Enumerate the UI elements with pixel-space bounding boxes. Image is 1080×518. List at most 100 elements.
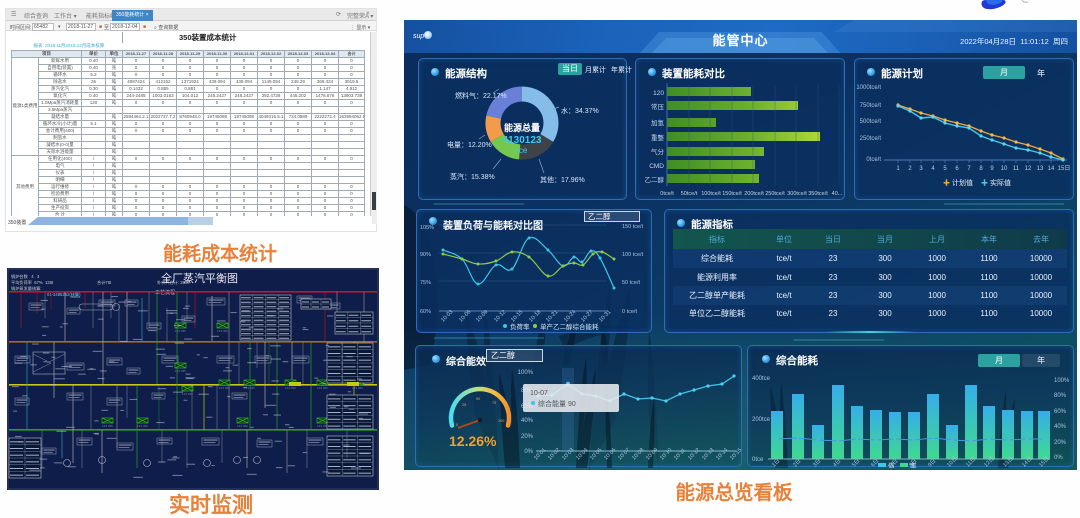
svg-text:10-08: 10-08 xyxy=(631,447,645,461)
svg-text:0tce/t: 0tce/t xyxy=(866,157,881,163)
svg-text:6日: 6日 xyxy=(869,457,880,468)
svg-text:0: 0 xyxy=(456,423,458,427)
svg-text:10-07: 10-07 xyxy=(530,390,548,397)
svg-text:1: 1 xyxy=(896,166,900,172)
svg-text:0%: 0% xyxy=(524,449,533,455)
svg-text:能源总量: 能源总量 xyxy=(504,122,540,133)
svg-text:0%: 0% xyxy=(1054,455,1063,461)
svg-text:外供汽合计: 390T: 外供汽合计: 390T xyxy=(157,279,190,286)
svg-text:6: 6 xyxy=(955,166,959,172)
svg-text:123 456: 123 456 xyxy=(182,392,193,396)
svg-text:01-3485252(核算): 01-3485252(核算) xyxy=(47,291,81,298)
svg-text:其他：17.96%: 其他：17.96% xyxy=(540,175,585,184)
svg-text:60%: 60% xyxy=(1054,409,1067,415)
svg-text:15日: 15日 xyxy=(1058,165,1071,172)
svg-text:20%: 20% xyxy=(521,434,534,440)
svg-text:10: 10 xyxy=(1001,166,1008,172)
svg-text:5: 5 xyxy=(943,166,947,172)
svg-text:10-05: 10-05 xyxy=(589,447,603,461)
svg-text:10-13: 10-13 xyxy=(701,447,715,461)
svg-text:123 456: 123 456 xyxy=(317,424,328,428)
svg-text:tce: tce xyxy=(517,146,528,155)
svg-text:123 456: 123 456 xyxy=(244,386,255,390)
svg-text:123 456: 123 456 xyxy=(137,424,148,428)
svg-text:200tce: 200tce xyxy=(752,417,771,423)
svg-text:10-07: 10-07 xyxy=(617,447,631,461)
svg-text:40%: 40% xyxy=(521,418,534,424)
svg-text:100%: 100% xyxy=(518,370,534,376)
svg-text:123 456: 123 456 xyxy=(175,369,186,373)
svg-text:50 tce/t: 50 tce/t xyxy=(622,280,641,286)
svg-text:9: 9 xyxy=(990,166,994,172)
svg-text:燃料气：22.17%: 燃料气：22.17% xyxy=(455,91,507,100)
svg-text:123 456: 123 456 xyxy=(219,386,230,390)
svg-text:250tce/t: 250tce/t xyxy=(860,136,882,142)
svg-text:锅炉蒸发量核算:: 锅炉蒸发量核算: xyxy=(11,285,41,292)
svg-text:合计76t: 合计76t xyxy=(97,279,112,286)
svg-text:75%: 75% xyxy=(420,280,431,286)
svg-text:500tce/t: 500tce/t xyxy=(860,119,882,125)
svg-text:水：34.37%: 水：34.37% xyxy=(561,106,599,115)
svg-text:123 456: 123 456 xyxy=(237,424,248,428)
svg-text:90%: 90% xyxy=(420,252,431,258)
svg-text:123 456: 123 456 xyxy=(352,386,363,390)
svg-text:乙二醇: 乙二醇 xyxy=(645,175,665,184)
svg-text:40%: 40% xyxy=(1054,424,1067,430)
svg-text:12.26%: 12.26% xyxy=(449,433,497,449)
svg-text:0tce: 0tce xyxy=(752,457,764,463)
svg-text:蒸汽：15.38%: 蒸汽：15.38% xyxy=(450,172,495,181)
svg-text:0tce/t: 0tce/t xyxy=(660,191,674,197)
svg-text:400tce: 400tce xyxy=(752,376,771,382)
svg-text:750tce/t: 750tce/t xyxy=(860,103,882,109)
svg-text:100 tce/t: 100 tce/t xyxy=(622,252,644,258)
svg-text:50: 50 xyxy=(476,397,480,401)
svg-text:10-10: 10-10 xyxy=(659,447,673,461)
svg-text:3日: 3日 xyxy=(811,457,822,468)
svg-text:8: 8 xyxy=(979,166,983,172)
svg-text:60%: 60% xyxy=(420,309,431,315)
svg-text:电量：12.20%: 电量：12.20% xyxy=(447,140,492,149)
svg-text:10-14: 10-14 xyxy=(715,447,729,461)
svg-text:150 tce/t: 150 tce/t xyxy=(622,224,644,230)
svg-text:80%: 80% xyxy=(1054,393,1067,399)
svg-text:✚ 计划值: ✚ 计划值 xyxy=(943,178,973,187)
svg-text:100%: 100% xyxy=(1054,378,1070,384)
svg-text:4130123: 4130123 xyxy=(503,135,542,146)
svg-text:123 456: 123 456 xyxy=(285,386,296,390)
svg-text:5日: 5日 xyxy=(850,457,861,468)
svg-text:1日: 1日 xyxy=(770,457,781,468)
svg-text:10-12: 10-12 xyxy=(687,447,701,461)
svg-text:150tce/t: 150tce/t xyxy=(722,191,742,197)
svg-text:4: 4 xyxy=(931,166,935,172)
svg-text:250tce/t: 250tce/t xyxy=(765,191,785,197)
svg-text:123 456: 123 456 xyxy=(317,386,328,390)
svg-text:9日: 9日 xyxy=(926,457,937,468)
svg-text:单产乙二醇综合能耗: 单产乙二醇综合能耗 xyxy=(540,322,599,331)
svg-text:50tce/t: 50tce/t xyxy=(681,191,698,197)
svg-text:10-02: 10-02 xyxy=(547,447,561,461)
svg-text:100tce/t: 100tce/t xyxy=(701,191,721,197)
svg-text:105%: 105% xyxy=(420,225,434,231)
svg-text:350tce/t: 350tce/t xyxy=(808,191,828,197)
svg-text:11: 11 xyxy=(1013,166,1020,172)
svg-text:0 tce/t: 0 tce/t xyxy=(622,309,637,315)
svg-text:全厂蒸汽平衡图: 全厂蒸汽平衡图 xyxy=(161,271,238,285)
svg-text:✚ 实际值: ✚ 实际值 xyxy=(981,178,1011,187)
svg-text:123 456: 123 456 xyxy=(217,329,228,333)
svg-text:值: 值 xyxy=(888,461,895,468)
svg-text:10-11: 10-11 xyxy=(673,448,687,462)
svg-text:123 456: 123 456 xyxy=(102,424,113,428)
svg-text:123 456: 123 456 xyxy=(175,329,186,333)
svg-text:负荷率: 负荷率 xyxy=(510,322,530,331)
svg-text:气分: 气分 xyxy=(651,147,665,156)
svg-text:8日: 8日 xyxy=(907,457,918,468)
svg-text:10-01: 10-01 xyxy=(533,447,547,461)
svg-text:率: 率 xyxy=(910,461,917,468)
svg-text:300tce/t: 300tce/t xyxy=(787,191,807,197)
svg-text:10-09: 10-09 xyxy=(645,447,659,461)
svg-text:10-04: 10-04 xyxy=(575,447,589,461)
svg-text:锅炉台数 4 3: 锅炉台数 4 3 xyxy=(11,273,40,280)
svg-text:1000tce/t: 1000tce/t xyxy=(856,85,881,91)
svg-text:10-06: 10-06 xyxy=(603,447,617,461)
svg-text:7: 7 xyxy=(967,166,971,172)
